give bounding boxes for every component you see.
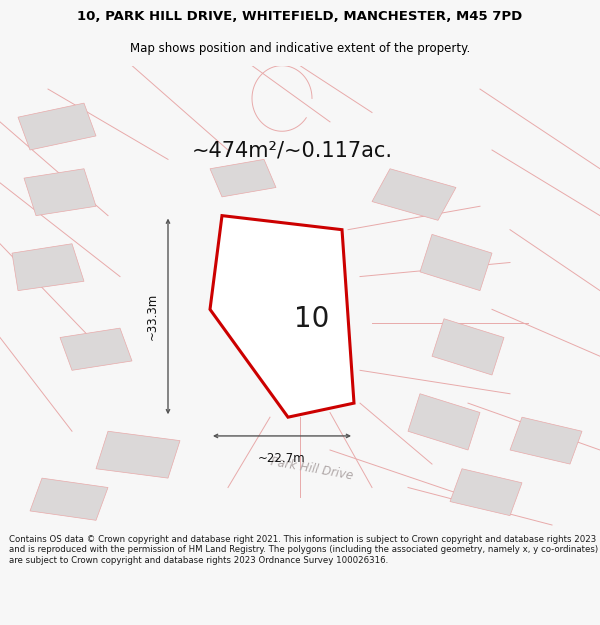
Polygon shape [408,394,480,450]
Text: Contains OS data © Crown copyright and database right 2021. This information is : Contains OS data © Crown copyright and d… [9,535,598,565]
Polygon shape [24,169,96,216]
Polygon shape [510,418,582,464]
Text: ~33.3m: ~33.3m [146,292,159,340]
Polygon shape [18,103,96,150]
Text: 10, PARK HILL DRIVE, WHITEFIELD, MANCHESTER, M45 7PD: 10, PARK HILL DRIVE, WHITEFIELD, MANCHES… [77,11,523,23]
Polygon shape [372,169,456,220]
Polygon shape [432,319,504,375]
Text: ~22.7m: ~22.7m [258,452,306,466]
Text: Map shows position and indicative extent of the property.: Map shows position and indicative extent… [130,42,470,54]
Polygon shape [420,234,492,291]
Polygon shape [60,328,132,370]
Polygon shape [210,159,276,197]
Polygon shape [210,216,354,418]
Polygon shape [30,478,108,520]
Text: ~474m²/~0.117ac.: ~474m²/~0.117ac. [192,140,393,160]
Polygon shape [12,244,84,291]
Polygon shape [450,469,522,516]
Polygon shape [96,431,180,478]
Text: Park Hill Drive: Park Hill Drive [270,455,354,482]
Text: 10: 10 [295,305,329,332]
